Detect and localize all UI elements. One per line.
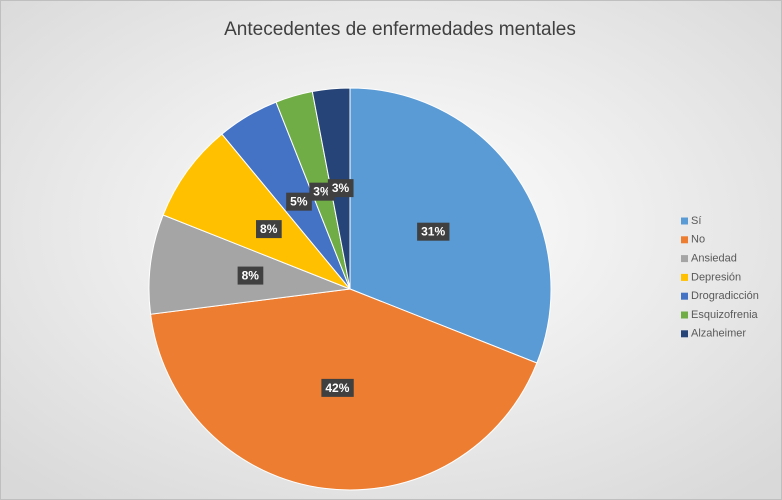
data-label: 31% (421, 225, 445, 239)
data-label-box (327, 179, 354, 198)
data-label: 3% (313, 185, 331, 199)
data-label-box (256, 220, 282, 239)
data-label-box (237, 266, 264, 285)
data-label: 8% (260, 222, 278, 236)
pie-slice (162, 133, 351, 290)
data-label: 42% (325, 381, 349, 395)
legend-label: Ansiedad (691, 253, 737, 265)
legend-label: Depresión (691, 271, 741, 283)
data-label-box (286, 192, 312, 211)
legend-label: Sí (691, 215, 701, 227)
legend-label: Alzaheimer (691, 328, 746, 340)
legend-label: Drogradicción (691, 290, 759, 302)
legend-label: No (691, 234, 705, 246)
data-label: 5% (290, 195, 308, 209)
legend-swatch (681, 273, 688, 281)
legend-swatch (681, 330, 688, 338)
data-label-box (417, 222, 450, 241)
chart-title: Antecedentes de enfermedades mentales (224, 19, 576, 40)
legend-label: Esquizofrenia (691, 309, 759, 321)
data-label: 8% (242, 269, 260, 283)
legend-swatch (681, 236, 688, 244)
legend-swatch (681, 311, 688, 319)
pie-slice (349, 87, 552, 364)
legend-swatch (681, 217, 688, 225)
data-label-box (321, 378, 354, 397)
data-label: 3% (332, 181, 350, 195)
legend-swatch (681, 292, 688, 300)
pie-slice (148, 214, 351, 315)
legend-swatch (681, 255, 688, 263)
